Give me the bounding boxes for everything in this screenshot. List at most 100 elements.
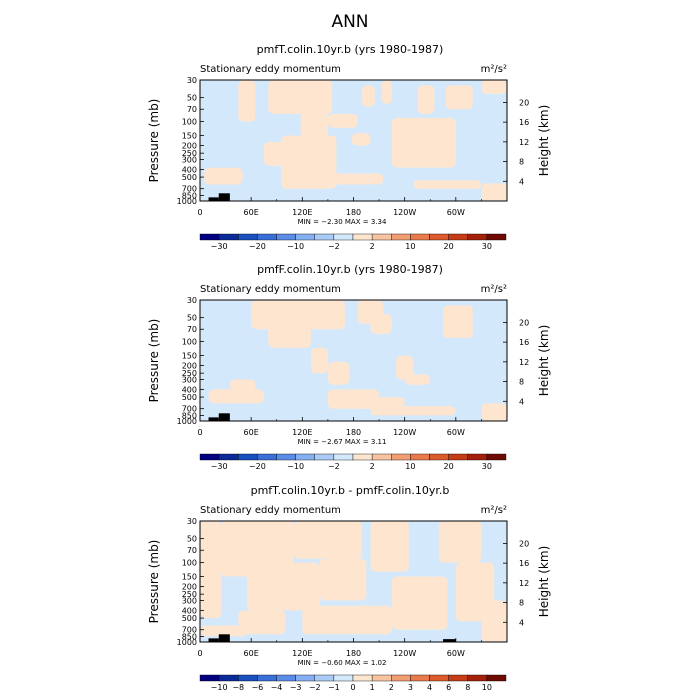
x-tick-label: 60W [447,208,465,217]
right-tick-label: 4 [519,177,524,186]
y-tick-label: 200 [182,582,197,591]
positive-region [404,374,431,385]
topography [443,639,456,642]
positive-region [310,173,384,185]
positive-region [445,85,473,110]
colorbar-label: 1 [370,683,375,692]
colorbar-label: −30 [211,242,228,251]
y-tick-label: 1000 [177,197,197,206]
colorbar-cell [218,233,239,241]
colorbar-label: −2 [309,683,321,692]
positive-region [327,361,350,385]
positive-region [268,323,311,348]
positive-region [353,397,405,409]
positive-region [200,625,247,637]
colorbar-label: −1 [328,683,340,692]
colorbar-cell [257,674,277,682]
stats-text: MIN = −2.67 MAX = 3.11 [298,438,387,446]
positive-region [481,600,507,642]
colorbar-label: −8 [232,683,244,692]
colorbar-label: −10 [287,462,304,471]
positive-region [238,80,256,122]
page-title: ANN [331,12,368,32]
x-tick-label: 120W [393,649,416,658]
colorbar-label: 10 [405,462,415,471]
y-tick-label: 70 [187,546,197,555]
panel-units-label: m²/s² [481,505,507,516]
y-tick-label: 30 [187,296,197,305]
colorbar-cell [467,233,488,241]
y-tick-label: 50 [187,314,197,323]
positive-region [443,305,473,338]
colorbar-cell [486,674,507,682]
colorbar-cell [295,674,315,682]
topography [218,634,230,642]
positive-region [327,113,358,128]
y-tick-label: 850 [182,191,197,200]
colorbar-cell [391,674,411,682]
colorbar-label: −20 [249,462,266,471]
y-axis-label: Pressure (mb) [147,540,161,624]
right-tick-label: 16 [519,118,529,127]
positive-region [246,562,320,611]
positive-region [438,521,482,563]
panel-left-label: Stationary eddy momentum [200,284,341,295]
colorbar-cell [371,674,392,682]
right-tick-label: 12 [519,579,529,588]
colorbar-cell [276,453,296,461]
colorbar-cell [199,233,220,241]
colorbar-cell [467,453,488,461]
colorbar-cell [238,453,258,461]
topography [208,197,219,201]
positive-region [204,167,243,185]
colorbar-cell [448,453,468,461]
positive-region [481,80,507,94]
colorbar-label: −30 [211,462,228,471]
positive-region [268,80,333,114]
positive-region [302,605,392,635]
y-tick-label: 200 [182,141,197,150]
right-tick-label: 16 [519,559,529,568]
positive-region [391,576,448,630]
colorbar-cell [257,453,277,461]
x-tick-label: 60E [244,649,259,658]
x-tick-label: 120W [393,428,416,437]
y-tick-label: 1000 [177,417,197,426]
panel-title: pmfT.colin.10yr.b (yrs 1980-1987) [257,43,444,56]
y-tick-label: 700 [182,405,197,414]
colorbar-cell [295,233,315,241]
right-tick-label: 12 [519,358,529,367]
colorbar-cell [371,233,392,241]
topography [218,413,230,421]
y-tick-label: 300 [182,375,197,384]
positive-region [238,610,286,635]
colorbar-cell [429,453,449,461]
colorbar-label: −6 [251,683,263,692]
colorbar-label: 6 [446,683,451,692]
panel-units-label: m²/s² [481,284,507,295]
colorbar-cell [448,233,468,241]
colorbar-cell [410,233,430,241]
positive-region [481,183,507,201]
colorbar-cell [199,674,220,682]
right-axis-label: Height (km) [537,105,551,176]
colorbar-label: 10 [482,683,492,692]
positive-region [263,141,286,166]
colorbar-cell [410,453,430,461]
y-tick-label: 250 [182,590,197,599]
colorbar-cell [238,674,258,682]
colorbar-cell [391,453,411,461]
positive-region [251,300,345,330]
panel-left-label: Stationary eddy momentum [200,64,341,75]
x-tick-label: 0 [197,208,202,217]
colorbar-label: 10 [405,242,415,251]
stats-text: MIN = −0.60 MAX = 1.02 [298,659,387,667]
colorbar-cell [467,674,488,682]
colorbar-label: −2 [328,242,340,251]
x-tick-label: 60W [447,649,465,658]
colorbar-label: 0 [350,683,355,692]
colorbar-cell [333,453,354,461]
y-tick-label: 100 [182,338,197,347]
right-tick-label: 8 [519,378,524,387]
